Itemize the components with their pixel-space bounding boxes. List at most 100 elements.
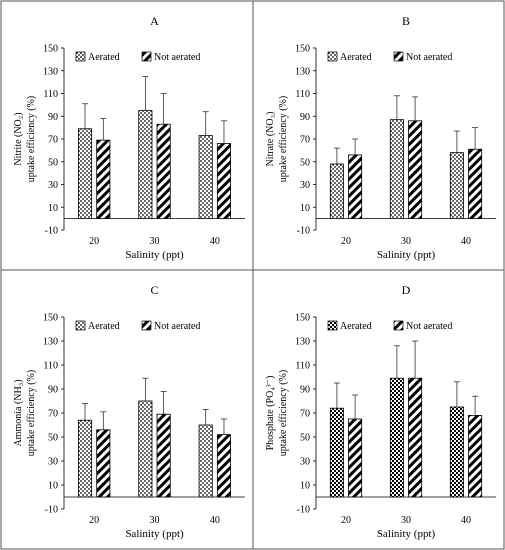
chart-title: B — [402, 14, 410, 28]
chart-title: D — [402, 283, 411, 297]
legend-label: Not aerated — [154, 321, 200, 332]
x-axis-label: Salinity (ppt) — [125, 528, 184, 540]
bar-aerated — [329, 163, 344, 220]
y-tick-label: 70 — [48, 135, 58, 146]
legend-swatch — [393, 320, 404, 331]
y-tick-label: -10 — [45, 505, 58, 516]
panel-border — [0, 0, 254, 271]
panel-border — [0, 269, 254, 550]
bar-not-aerated — [156, 413, 171, 498]
y-tick-label: 150 — [295, 44, 310, 55]
y-axis-label: Nitrate (NO₃) uptake efficiency (%) — [265, 96, 289, 182]
y-tick-label: 130 — [43, 337, 58, 348]
y-tick-label: 10 — [48, 203, 58, 214]
x-tick-label: 40 — [461, 515, 471, 526]
y-tick-label: 30 — [48, 180, 58, 191]
y-tick-label: 50 — [300, 157, 310, 168]
x-tick-label: 30 — [150, 515, 160, 526]
legend-label: Aerated — [88, 321, 120, 332]
y-tick-label: 150 — [43, 313, 58, 324]
x-tick-label: 40 — [461, 236, 471, 247]
y-axis-label-line1: Nitrite (NO₂) — [13, 112, 24, 165]
bar-not-aerated — [408, 377, 423, 498]
y-axis-label-line2: uptake efficiency (%) — [278, 96, 289, 182]
bar-aerated — [138, 400, 153, 498]
bar-not-aerated — [408, 120, 423, 220]
legend-label: Aerated — [88, 52, 120, 63]
y-tick-label: -10 — [297, 226, 310, 237]
chart-panel-b: B -10 10 30 50 70 90 110 130 150 Nitrate (NO₃) upta… — [252, 0, 505, 271]
chart-title: C — [150, 283, 158, 297]
y-axis-label-line2: uptake efficiency (%) — [26, 370, 37, 456]
y-tick-label: 130 — [295, 337, 310, 348]
y-axis-label-line2: uptake efficiency (%) — [278, 370, 289, 456]
x-axis-label: Salinity (ppt) — [377, 249, 436, 261]
y-tick-label: 10 — [48, 481, 58, 492]
legend-swatch — [327, 51, 338, 62]
bar-not-aerated — [216, 434, 232, 498]
bar-aerated — [389, 377, 404, 498]
bar-not-aerated — [156, 123, 171, 220]
legend-label: Not aerated — [406, 52, 452, 63]
y-tick-label: 150 — [295, 313, 310, 324]
y-tick-label: 30 — [300, 457, 310, 468]
bar-aerated — [389, 119, 404, 220]
legend-swatch — [141, 320, 152, 331]
x-tick-label: 40 — [210, 515, 220, 526]
y-axis-label-line1: Nitrate (NO₃) — [265, 112, 276, 167]
panel-border — [252, 0, 505, 271]
legend-swatch — [393, 51, 404, 62]
y-tick-label: 50 — [300, 433, 310, 444]
bar-aerated — [449, 406, 464, 498]
bar-not-aerated — [468, 148, 483, 220]
y-tick-label: 130 — [295, 66, 310, 77]
x-tick-label: 20 — [89, 515, 99, 526]
y-tick-label: 110 — [295, 89, 310, 100]
y-tick-label: 90 — [300, 385, 310, 396]
y-axis-label-line1: Phosphate (PO₄³⁻) — [265, 376, 276, 451]
x-tick-label: 20 — [89, 236, 99, 247]
y-tick-label: 70 — [48, 409, 58, 420]
legend-swatch — [141, 51, 152, 62]
legend-swatch — [327, 320, 338, 331]
x-tick-label: 30 — [401, 236, 411, 247]
bar-aerated — [138, 110, 153, 220]
y-tick-label: 110 — [295, 361, 310, 372]
legend-swatch — [75, 51, 86, 62]
bar-aerated — [449, 152, 464, 220]
x-tick-label: 30 — [401, 515, 411, 526]
x-tick-label: 20 — [341, 515, 351, 526]
bar-aerated — [198, 424, 213, 498]
bar-aerated — [329, 407, 344, 498]
y-tick-label: -10 — [297, 505, 310, 516]
y-tick-label: 70 — [300, 135, 310, 146]
y-tick-label: 90 — [300, 112, 310, 123]
y-axis-label: Ammonia (NH₃) uptake efficiency (%) — [13, 370, 37, 456]
y-tick-label: -10 — [45, 226, 58, 237]
y-tick-label: 10 — [300, 481, 310, 492]
bar-not-aerated — [348, 154, 363, 220]
y-tick-label: 30 — [48, 457, 58, 468]
bar-not-aerated — [468, 414, 483, 498]
legend-label: Not aerated — [406, 321, 452, 332]
bar-not-aerated — [96, 429, 111, 498]
chart-panel-c: C -10 10 30 50 70 90 110 130 150 Ammonia (NH₃) upta… — [0, 269, 254, 550]
y-tick-label: 130 — [43, 66, 58, 77]
y-tick-label: 30 — [300, 180, 310, 191]
x-tick-label: 40 — [210, 236, 220, 247]
bar-not-aerated — [216, 143, 232, 220]
legend-label: Not aerated — [154, 52, 200, 63]
y-axis-label-line2: uptake efficiency (%) — [26, 96, 37, 182]
y-tick-label: 90 — [48, 385, 58, 396]
y-tick-label: 70 — [300, 409, 310, 420]
bar-not-aerated — [348, 418, 363, 498]
y-axis-label-line1: Ammonia (NH₃) — [13, 379, 24, 446]
y-axis-label: Phosphate (PO₄³⁻) uptake efficiency (%) — [265, 370, 289, 456]
chart-panel-a: A -10 10 30 50 70 90 110 130 150 Nitrite (NO₂) upta… — [0, 0, 254, 271]
legend-label: Aerated — [340, 52, 372, 63]
y-tick-label: 110 — [43, 361, 58, 372]
x-tick-label: 30 — [150, 236, 160, 247]
bar-aerated — [77, 128, 93, 220]
panel-border — [252, 269, 505, 550]
